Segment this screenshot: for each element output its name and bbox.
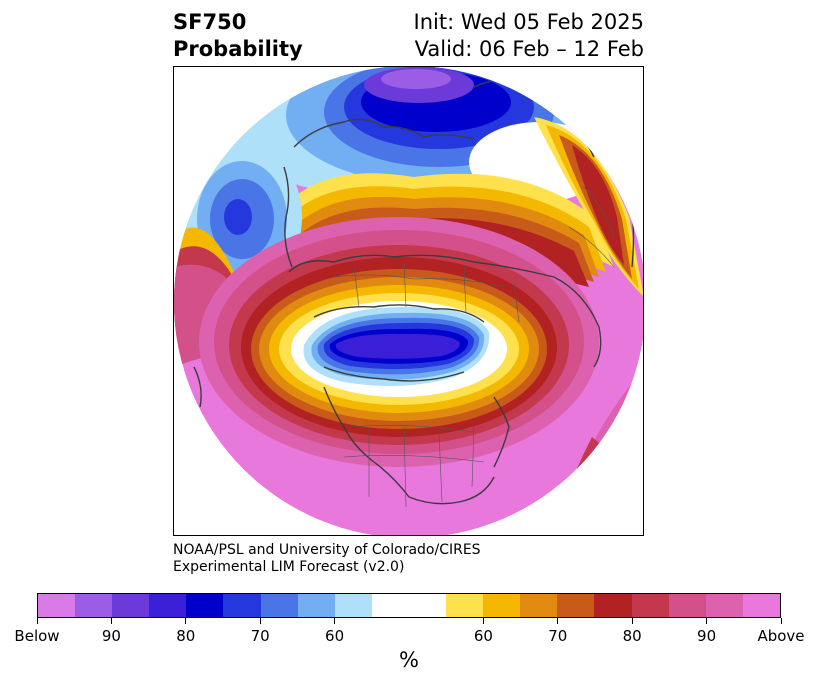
colorbar-segment [260, 594, 298, 617]
colorbar-tick-label: 60 [473, 627, 493, 645]
colorbar-tick-label: 70 [548, 627, 568, 645]
colorbar-tick [631, 618, 633, 624]
polar-map-canvas [174, 67, 643, 535]
colorbar-tick-label: 80 [176, 627, 196, 645]
colorbar-segment [631, 594, 669, 617]
colorbar-segment [297, 594, 335, 617]
colorbar-segment [557, 594, 595, 617]
colorbar-tick-label: 90 [697, 627, 717, 645]
colorbar-tick [557, 618, 559, 624]
colorbar-tick-label: Above [757, 627, 805, 645]
colorbar-segment [38, 594, 76, 617]
colorbar-segment [75, 594, 113, 617]
colorbar-segment [223, 594, 261, 617]
colorbar-tick [334, 618, 336, 624]
polar-map [173, 66, 644, 536]
colorbar-tick-label: 60 [325, 627, 345, 645]
colorbar-tick [482, 618, 484, 624]
init-date-label: Init: Wed 05 Feb 2025 [413, 10, 644, 34]
colorbar-segment [705, 594, 743, 617]
colorbar-segment [483, 594, 521, 617]
colorbar-tick-label: 90 [101, 627, 121, 645]
colorbar-segment [112, 594, 150, 617]
credit-line-2: Experimental LIM Forecast (v2.0) [173, 559, 405, 575]
polar-cold-core [303, 306, 490, 386]
colorbar-tick [780, 618, 782, 624]
colorbar-tick [706, 618, 708, 624]
warm-plume-east [534, 117, 643, 297]
valid-range-label: Valid: 06 Feb – 12 Feb [414, 37, 644, 61]
colorbar-unit: % [399, 648, 419, 672]
colorbar-tick [110, 618, 112, 624]
map-title-subtitle: Probability [173, 37, 303, 61]
colorbar-tick-label: 70 [250, 627, 270, 645]
colorbar-segment [186, 594, 224, 617]
colorbar-segment [668, 594, 706, 617]
colorbar [37, 593, 781, 618]
colorbar-segment [742, 594, 780, 617]
colorbar-segment [520, 594, 558, 617]
credit-line-1: NOAA/PSL and University of Colorado/CIRE… [173, 542, 481, 558]
colorbar-segment [149, 594, 187, 617]
colorbar-tick-label: 80 [622, 627, 642, 645]
colorbar-tick [185, 618, 187, 624]
colorbar-tick-label: Below [14, 627, 60, 645]
colorbar-segment [371, 594, 447, 617]
colorbar-tick [259, 618, 261, 624]
colorbar-segment [446, 594, 484, 617]
colorbar-segment [334, 594, 372, 617]
colorbar-tick [36, 618, 38, 624]
colorbar-segment [594, 594, 632, 617]
map-title-variable: SF750 [173, 10, 247, 34]
